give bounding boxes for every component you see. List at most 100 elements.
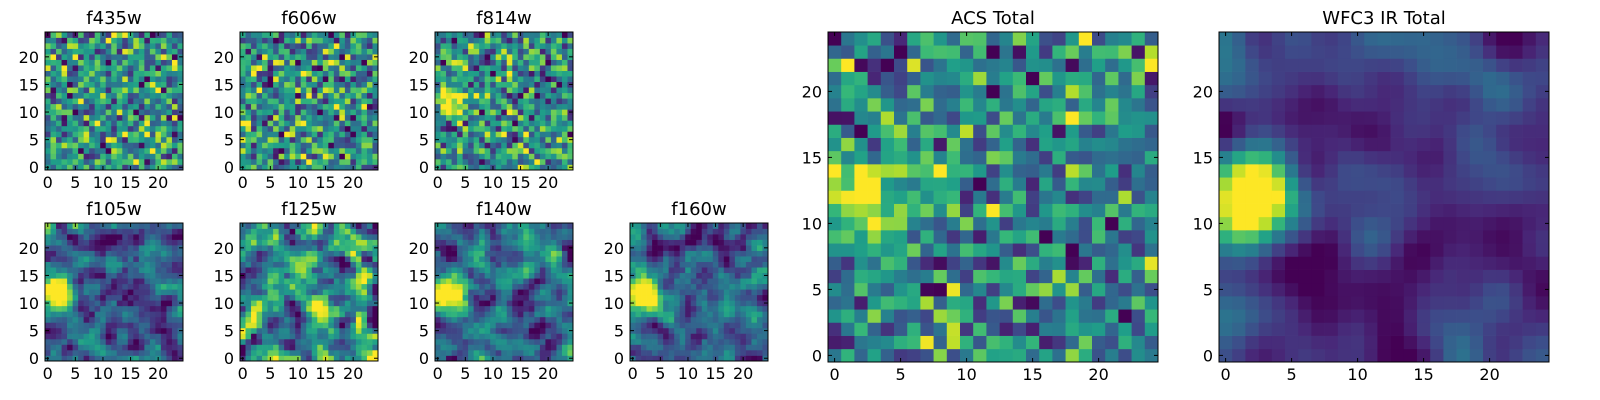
heatmap-cell [517, 109, 524, 116]
heatmap-cell [251, 81, 257, 88]
x-tick-label: 0 [238, 364, 248, 383]
heatmap-cell [451, 283, 458, 290]
heatmap-cell [251, 70, 257, 77]
heatmap-cell [138, 338, 145, 345]
heatmap-cell [517, 300, 524, 307]
heatmap-cell [89, 344, 96, 351]
heatmap-cell [366, 234, 373, 240]
heatmap-cell [517, 344, 524, 351]
heatmap-cell [468, 349, 474, 356]
heatmap-cell [1118, 216, 1132, 231]
heatmap-cell [278, 234, 285, 240]
heatmap-cell [674, 316, 681, 323]
heatmap-cell [262, 76, 268, 83]
heatmap-cell [344, 54, 351, 60]
heatmap-cell [712, 344, 719, 351]
heatmap-cell [762, 349, 769, 356]
heatmap-cell [262, 267, 268, 274]
heatmap-cell [256, 349, 263, 356]
heatmap-cell [668, 333, 675, 340]
heatmap-cell [322, 333, 329, 340]
heatmap-cell [506, 142, 513, 149]
heatmap-cell [138, 223, 145, 229]
heatmap-cell [663, 294, 669, 301]
heatmap-cell [306, 283, 313, 290]
heatmap-cell [94, 120, 101, 127]
heatmap-cell [723, 349, 730, 356]
heatmap-cell [245, 48, 252, 55]
heatmap-cell [56, 338, 62, 345]
heatmap-cell [545, 54, 552, 60]
heatmap-cell [78, 147, 84, 154]
heatmap-cell [311, 92, 318, 99]
heatmap-cell [111, 311, 118, 318]
heatmap-cell [920, 203, 934, 218]
heatmap-cell [240, 92, 246, 99]
heatmap-cell [344, 305, 351, 312]
heatmap-cell [160, 37, 167, 44]
heatmap-cell [295, 327, 302, 334]
heatmap-cell [155, 311, 162, 318]
heatmap-cell [111, 76, 118, 83]
heatmap-cell [446, 37, 452, 44]
heatmap-cell [127, 261, 134, 268]
heatmap-cell [100, 327, 107, 334]
heatmap-cell [451, 256, 458, 262]
heatmap-cell [89, 261, 96, 268]
heatmap-cell [177, 283, 184, 290]
heatmap-cell [355, 147, 362, 154]
heatmap-cell [1131, 348, 1146, 363]
heatmap-cell [907, 190, 921, 204]
heatmap-cell [756, 278, 763, 285]
heatmap-cell [501, 327, 508, 334]
heatmap-cell [468, 234, 474, 240]
heatmap-cell [328, 333, 335, 340]
heatmap-cell [289, 81, 296, 88]
heatmap-cell [289, 333, 296, 340]
heatmap-cell [1052, 164, 1066, 178]
heatmap-cell [556, 103, 563, 110]
heatmap-cell [177, 305, 184, 312]
heatmap-cell [506, 256, 513, 262]
heatmap-cell [240, 322, 246, 329]
heatmap-cell [306, 76, 313, 83]
heatmap-cell [440, 355, 447, 362]
heatmap-cell [506, 43, 513, 49]
heatmap-cell [756, 234, 763, 240]
heatmap-cell [328, 305, 335, 312]
heatmap-cell [160, 92, 167, 99]
heatmap-cell [256, 333, 263, 340]
heatmap-cell [751, 278, 758, 285]
heatmap-cell [339, 59, 346, 66]
heatmap-cell [674, 283, 681, 290]
heatmap-cell [127, 344, 134, 351]
heatmap-cell [545, 65, 552, 71]
heatmap-cell [550, 32, 557, 38]
heatmap-cell [61, 65, 68, 71]
heatmap-cell [262, 32, 268, 38]
heatmap-cell [745, 300, 752, 307]
heatmap-cell [50, 349, 57, 356]
heatmap-cell [635, 228, 642, 235]
heatmap-cell [745, 239, 752, 246]
heatmap-cell [561, 87, 568, 94]
heatmap-cell [517, 43, 524, 49]
heatmap-cell [1026, 335, 1040, 350]
heatmap-cell [328, 245, 335, 251]
heatmap-cell [528, 322, 535, 329]
heatmap-cell [262, 239, 268, 246]
heatmap-cell [495, 256, 502, 262]
heatmap-cell [479, 344, 486, 351]
heatmap-cell [171, 125, 178, 132]
heatmap-cell [734, 289, 741, 296]
heatmap-cell [284, 261, 291, 268]
heatmap-cell [999, 296, 1014, 310]
heatmap-cell [479, 125, 486, 132]
heatmap-cell [652, 239, 658, 246]
heatmap-cell [111, 153, 118, 160]
heatmap-cell [756, 300, 763, 307]
heatmap-cell [177, 87, 184, 94]
heatmap-cell [116, 239, 123, 246]
heatmap-cell [440, 294, 447, 301]
heatmap-cell [462, 267, 469, 274]
